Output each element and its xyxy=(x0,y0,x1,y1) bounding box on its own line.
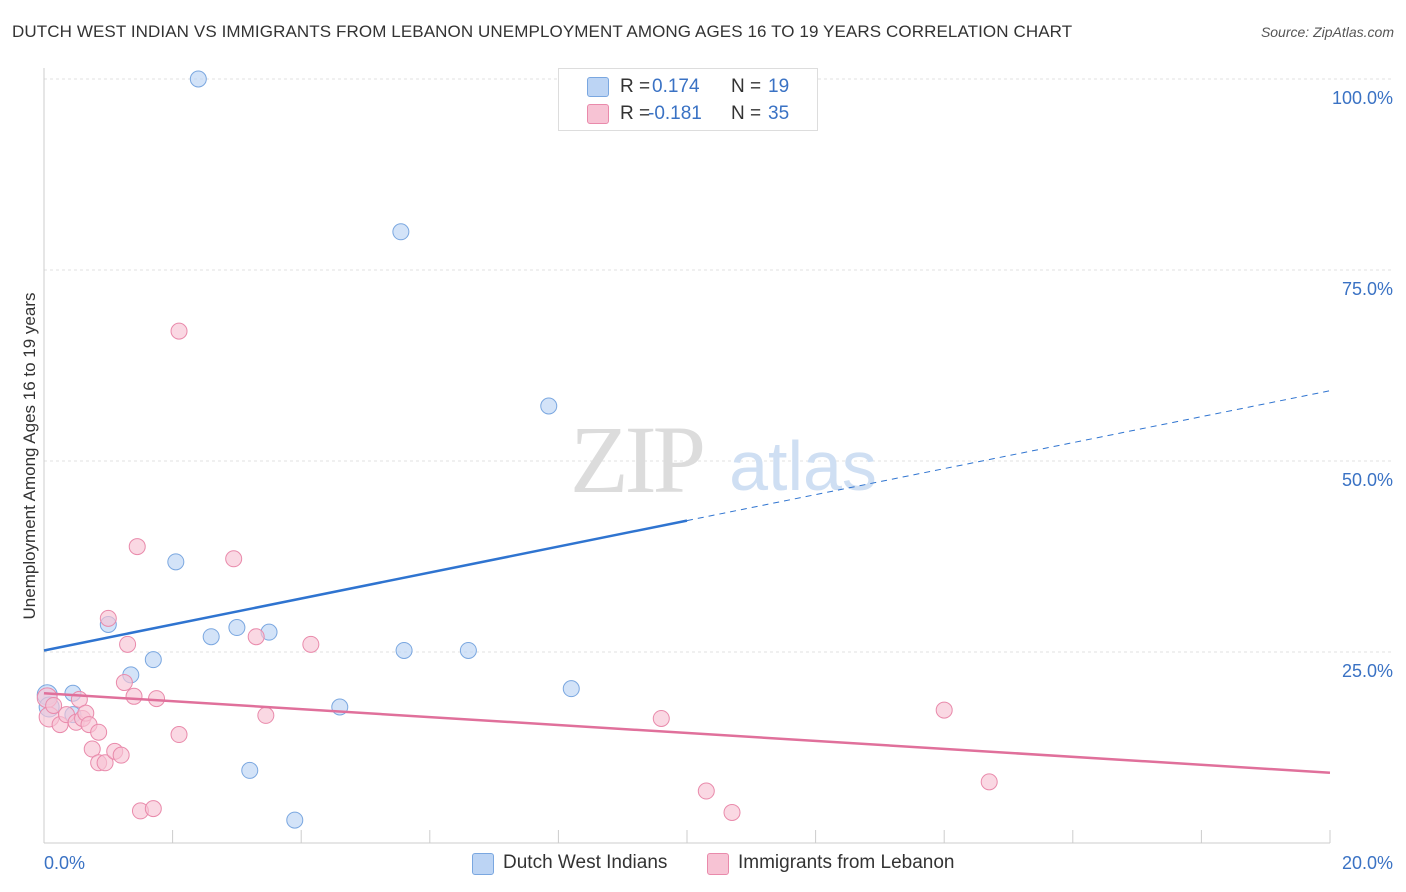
dutch-west-indians-point xyxy=(459,641,477,659)
dutch-west-indians-point xyxy=(144,651,162,669)
watermark-zip: ZIP xyxy=(570,406,703,513)
lebanon-immigrants-point xyxy=(652,709,670,727)
lebanon-immigrants-point xyxy=(148,690,166,708)
lebanon-immigrants-point xyxy=(980,773,998,791)
lebanon-immigrants-point xyxy=(302,635,320,653)
lebanon-immigrants-point xyxy=(90,723,108,741)
bottom-legend-swatch-pink xyxy=(707,853,729,875)
dutch-west-indians-point xyxy=(286,811,304,829)
lebanon-immigrants-point xyxy=(45,696,63,714)
bottom-legend-label: Dutch West Indians xyxy=(503,852,668,873)
dutch-west-indians-point xyxy=(241,761,259,779)
legend-r-value: -0.181 xyxy=(648,103,702,124)
dutch-west-indians-point xyxy=(395,641,413,659)
lebanon-immigrants-point xyxy=(935,701,953,719)
dutch-west-indians-point xyxy=(167,553,185,571)
x-tick-label-left: 0.0% xyxy=(44,853,85,873)
legend-swatch-blue xyxy=(587,77,609,97)
lebanon-immigrants-point xyxy=(225,550,243,568)
y-tick-label: 25.0% xyxy=(1342,661,1393,681)
lebanon-immigrants-point xyxy=(723,803,741,821)
dutch-west-indians-point xyxy=(562,680,580,698)
dutch-west-indians-point xyxy=(228,619,246,637)
x-tick-label-right: 20.0% xyxy=(1342,853,1393,873)
legend-r-label: R = xyxy=(620,103,651,124)
dutch-west-indians-point xyxy=(392,223,410,241)
bottom-legend-label: Immigrants from Lebanon xyxy=(738,852,955,873)
lebanon-immigrants-point xyxy=(99,609,117,627)
lebanon-immigrants-trend-line xyxy=(43,692,1331,774)
legend-n-value: 19 xyxy=(768,76,790,97)
lebanon-immigrants-point xyxy=(170,726,188,744)
lebanon-immigrants-point xyxy=(144,800,162,818)
legend-swatch-pink xyxy=(587,104,609,124)
watermark-atlas: atlas xyxy=(729,427,877,505)
chart-title: DUTCH WEST INDIAN VS IMMIGRANTS FROM LEB… xyxy=(12,22,1073,41)
lebanon-immigrants-point xyxy=(83,740,101,758)
dutch-west-indians-point xyxy=(540,397,558,415)
bottom-legend-swatch-blue xyxy=(472,853,494,875)
y-tick-label: 50.0% xyxy=(1342,470,1393,490)
legend-n-label: N = xyxy=(731,103,762,124)
lebanon-immigrants-point xyxy=(96,754,114,772)
lebanon-immigrants-point xyxy=(247,628,265,646)
lebanon-immigrants-point xyxy=(112,746,130,764)
legend-n-value: 35 xyxy=(768,103,790,124)
legend-r-value: 0.174 xyxy=(652,76,700,97)
lebanon-immigrants-point xyxy=(125,687,143,705)
dutch-west-indians-trend-line xyxy=(43,519,688,652)
legend-n-label: N = xyxy=(731,76,762,97)
y-tick-label: 100.0% xyxy=(1332,88,1393,108)
lebanon-immigrants-point xyxy=(697,782,715,800)
source-label: Source: ZipAtlas.com xyxy=(1260,24,1394,40)
lebanon-immigrants-point xyxy=(170,322,188,340)
dutch-west-indians-point xyxy=(202,628,220,646)
lebanon-immigrants-point xyxy=(128,538,146,556)
lebanon-immigrants-point xyxy=(119,635,137,653)
lebanon-immigrants-point xyxy=(257,706,275,724)
lebanon-immigrants-point xyxy=(115,674,133,692)
correlation-legend: R = 0.174 N = 19 R = -0.181 N = 35 xyxy=(558,68,818,131)
legend-r-label: R = xyxy=(620,76,651,97)
y-tick-label: 75.0% xyxy=(1342,279,1393,299)
dutch-west-indians-point xyxy=(189,70,207,88)
